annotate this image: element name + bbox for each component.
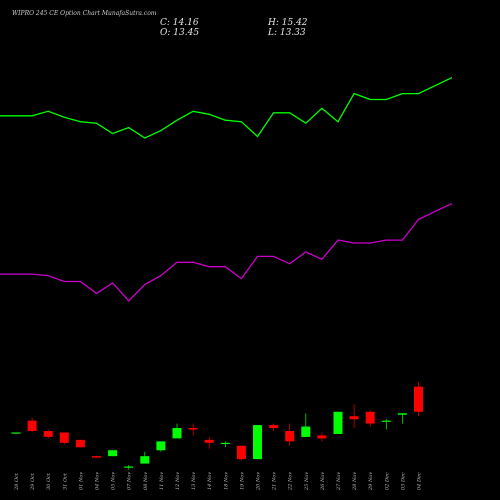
candle-body-19 — [317, 435, 327, 439]
upper-band-line — [0, 77, 453, 139]
candle-body-12 — [204, 439, 214, 443]
x-tick-label-5: 04 Nov — [95, 472, 101, 490]
candle-body-14 — [236, 445, 246, 460]
candle-body-15 — [253, 425, 262, 460]
candle-body-9 — [156, 441, 166, 451]
candle-body-3 — [59, 432, 69, 443]
x-tick-label-20: 27 Nov — [336, 472, 342, 491]
x-tick-label-15: 20 Nov — [256, 472, 262, 491]
candle-body-10 — [172, 428, 182, 439]
x-tick-label-25: 04 Dec — [417, 472, 423, 490]
candle-body-18 — [301, 426, 311, 437]
x-tick-label-2: 30 Oct — [46, 472, 52, 490]
candle-body-13 — [220, 442, 230, 445]
candle-body-17 — [285, 431, 295, 442]
candle-body-21 — [349, 416, 359, 420]
open-readout: O: 13.45 — [160, 28, 200, 38]
candle-body-11 — [188, 428, 198, 430]
lower-band-line — [0, 202, 453, 302]
x-tick-label-14: 19 Nov — [239, 472, 245, 490]
x-tick-label-6: 05 Nov — [111, 472, 117, 490]
x-tick-label-10: 12 Nov — [175, 472, 181, 490]
x-tick-label-23: 02 Dec — [384, 472, 390, 490]
candle-body-5 — [92, 456, 101, 458]
candle-body-6 — [108, 450, 118, 457]
x-tick-label-19: 26 Nov — [320, 472, 326, 491]
chart-title: WIPRO 245 CE Option Chart MunafaSutra.co… — [12, 10, 157, 17]
candle-body-24 — [397, 413, 407, 415]
candle-body-0 — [11, 432, 21, 434]
x-tick-label-8: 08 Nov — [143, 472, 149, 490]
low-readout: L: 13.33 — [268, 28, 306, 38]
candle-body-7 — [124, 466, 134, 468]
x-tick-label-0: 28 Oct — [14, 472, 20, 491]
x-tick-label-21: 28 Nov — [352, 472, 358, 491]
candle-body-4 — [75, 439, 85, 448]
x-tick-label-18: 25 Nov — [304, 472, 310, 491]
x-tick-label-17: 22 Nov — [288, 472, 294, 491]
candle-body-22 — [365, 411, 375, 424]
x-tick-label-3: 31 Oct — [62, 472, 68, 490]
x-tick-label-22: 29 Nov — [368, 472, 374, 491]
candle-body-8 — [140, 456, 150, 464]
close-readout: C: 14.16 — [160, 18, 199, 28]
x-tick-label-13: 18 Nov — [223, 472, 229, 490]
x-tick-label-4: 01 Nov — [78, 472, 84, 490]
high-readout: H: 15.42 — [268, 18, 308, 28]
x-tick-label-12: 14 Nov — [207, 472, 213, 490]
candle-body-1 — [27, 420, 37, 431]
candle-body-23 — [381, 420, 391, 422]
x-tick-label-11: 13 Nov — [191, 472, 197, 490]
candle-body-20 — [333, 411, 343, 434]
x-tick-label-7: 07 Nov — [127, 472, 133, 490]
x-tick-label-1: 29 Oct — [30, 472, 36, 491]
candle-body-16 — [269, 425, 279, 429]
candle-body-2 — [43, 431, 53, 437]
x-tick-label-16: 21 Nov — [272, 472, 278, 491]
x-tick-label-24: 03 Dec — [400, 472, 406, 490]
candle-body-25 — [414, 386, 423, 412]
x-tick-label-9: 11 Nov — [159, 472, 165, 490]
